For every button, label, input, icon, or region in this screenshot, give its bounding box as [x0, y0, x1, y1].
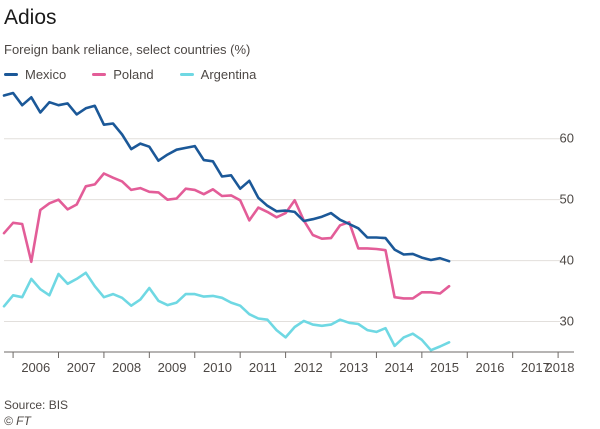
series-line-poland: [2, 172, 451, 300]
legend-swatch-argentina: [179, 73, 194, 76]
legend-swatch-mexico: [4, 73, 18, 76]
legend-item-argentina: Argentina: [179, 67, 257, 82]
legend-item-mexico: Mexico: [4, 67, 66, 82]
series-line-argentina: [2, 271, 451, 352]
x-tick-label-2010: 2010: [203, 360, 232, 375]
x-tick-label-2013: 2013: [339, 360, 368, 375]
legend-item-poland: Poland: [92, 67, 154, 82]
x-tick-label-2007: 2007: [67, 360, 96, 375]
y-tick-label-50: 50: [560, 192, 574, 207]
x-tick-label-2008: 2008: [112, 360, 141, 375]
chart-subtitle: Foreign bank reliance, select countries …: [4, 42, 251, 57]
y-tick-label-40: 40: [560, 253, 574, 268]
y-tick-label-60: 60: [560, 131, 574, 146]
series-line-mexico: [2, 91, 451, 263]
x-tick-label-2018: 2018: [546, 360, 575, 375]
credit-note: © FT: [4, 414, 31, 428]
x-tick-label-2012: 2012: [294, 360, 323, 375]
x-tick-label-2009: 2009: [158, 360, 187, 375]
x-tick-label-2014: 2014: [385, 360, 414, 375]
legend-label-poland: Poland: [113, 67, 154, 82]
x-tick-label-2016: 2016: [476, 360, 505, 375]
legend: Mexico Poland Argentina: [4, 67, 282, 82]
legend-label-argentina: Argentina: [200, 67, 257, 82]
legend-swatch-poland: [92, 73, 107, 76]
legend-label-mexico: Mexico: [25, 67, 67, 82]
y-tick-label-30: 30: [560, 314, 574, 329]
x-tick-label-2006: 2006: [21, 360, 50, 375]
x-tick-label-2017: 2017: [521, 360, 550, 375]
x-tick-label-2015: 2015: [430, 360, 459, 375]
chart-title: Adios: [4, 6, 57, 29]
x-tick-label-2011: 2011: [249, 360, 277, 375]
source-note: Source: BIS: [4, 398, 69, 412]
